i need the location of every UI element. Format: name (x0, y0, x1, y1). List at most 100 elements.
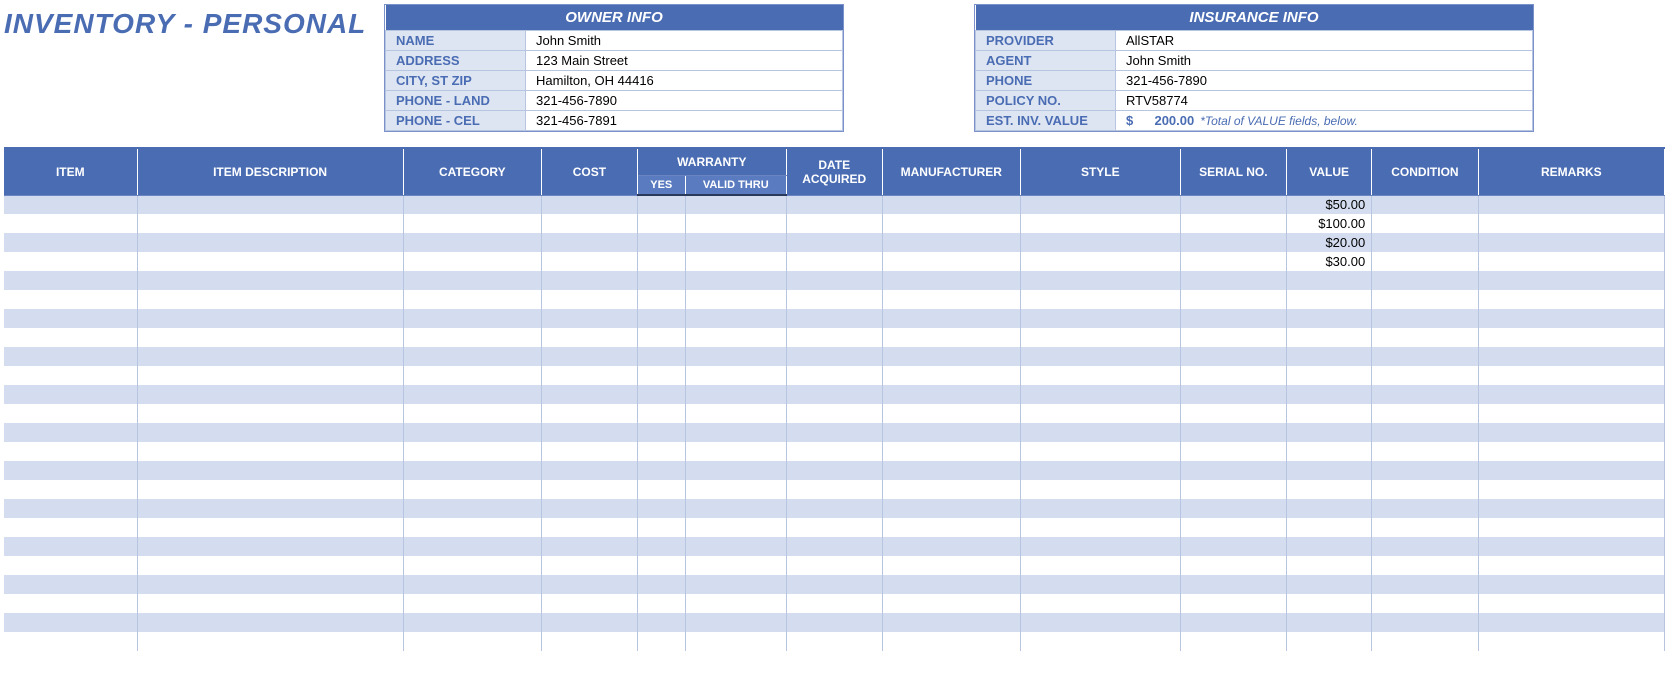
cell-mfr[interactable] (882, 233, 1020, 252)
table-row[interactable] (4, 385, 1665, 404)
cell-style[interactable] (1020, 537, 1180, 556)
cell-mfr[interactable] (882, 195, 1020, 214)
cell-cost[interactable] (542, 195, 638, 214)
cell-category[interactable] (403, 195, 541, 214)
cell-cond[interactable] (1372, 366, 1478, 385)
cell-item_desc[interactable] (137, 613, 403, 632)
cell-wt[interactable] (685, 613, 786, 632)
cell-value[interactable] (1287, 499, 1372, 518)
cell-cond[interactable] (1372, 347, 1478, 366)
cell-item[interactable] (4, 404, 137, 423)
cell-mfr[interactable] (882, 575, 1020, 594)
cell-item[interactable] (4, 613, 137, 632)
cell-wt[interactable] (685, 518, 786, 537)
cell-item_desc[interactable] (137, 404, 403, 423)
cell-item[interactable] (4, 328, 137, 347)
cell-item_desc[interactable] (137, 537, 403, 556)
cell-date[interactable] (786, 214, 882, 233)
cell-remarks[interactable] (1478, 195, 1664, 214)
cell-cond[interactable] (1372, 423, 1478, 442)
cell-wy[interactable] (637, 499, 685, 518)
cell-cost[interactable] (542, 537, 638, 556)
cell-remarks[interactable] (1478, 518, 1664, 537)
cell-value[interactable] (1287, 632, 1372, 651)
cell-cost[interactable] (542, 480, 638, 499)
cell-style[interactable] (1020, 233, 1180, 252)
cell-style[interactable] (1020, 347, 1180, 366)
cell-item[interactable] (4, 556, 137, 575)
table-row[interactable] (4, 537, 1665, 556)
cell-wt[interactable] (685, 252, 786, 271)
cell-style[interactable] (1020, 404, 1180, 423)
cell-cost[interactable] (542, 556, 638, 575)
cell-style[interactable] (1020, 366, 1180, 385)
cell-wt[interactable] (685, 290, 786, 309)
cell-item[interactable] (4, 385, 137, 404)
cell-mfr[interactable] (882, 518, 1020, 537)
cell-item_desc[interactable] (137, 385, 403, 404)
cell-item[interactable] (4, 480, 137, 499)
cell-cond[interactable] (1372, 442, 1478, 461)
cell-serial[interactable] (1180, 252, 1286, 271)
cell-item_desc[interactable] (137, 233, 403, 252)
cell-item[interactable] (4, 195, 137, 214)
cell-remarks[interactable] (1478, 385, 1664, 404)
cell-remarks[interactable] (1478, 252, 1664, 271)
cell-wy[interactable] (637, 233, 685, 252)
cell-remarks[interactable] (1478, 328, 1664, 347)
cell-cost[interactable] (542, 385, 638, 404)
cell-date[interactable] (786, 556, 882, 575)
cell-value[interactable] (1287, 518, 1372, 537)
cell-serial[interactable] (1180, 499, 1286, 518)
cell-wy[interactable] (637, 442, 685, 461)
cell-item[interactable] (4, 594, 137, 613)
cell-remarks[interactable] (1478, 214, 1664, 233)
cell-item[interactable] (4, 214, 137, 233)
cell-item_desc[interactable] (137, 195, 403, 214)
table-row[interactable] (4, 309, 1665, 328)
cell-cost[interactable] (542, 290, 638, 309)
cell-cost[interactable] (542, 518, 638, 537)
insurance-field-value[interactable]: 321-456-7890 (1116, 71, 1533, 91)
cell-wy[interactable] (637, 518, 685, 537)
table-row[interactable] (4, 480, 1665, 499)
cell-wt[interactable] (685, 556, 786, 575)
cell-wy[interactable] (637, 290, 685, 309)
cell-serial[interactable] (1180, 537, 1286, 556)
cell-wt[interactable] (685, 537, 786, 556)
cell-category[interactable] (403, 613, 541, 632)
cell-mfr[interactable] (882, 252, 1020, 271)
table-row[interactable]: $30.00 (4, 252, 1665, 271)
table-row[interactable] (4, 499, 1665, 518)
cell-serial[interactable] (1180, 271, 1286, 290)
cell-serial[interactable] (1180, 309, 1286, 328)
owner-field-value[interactable]: John Smith (526, 31, 843, 51)
table-row[interactable]: $100.00 (4, 214, 1665, 233)
cell-cost[interactable] (542, 233, 638, 252)
cell-item_desc[interactable] (137, 632, 403, 651)
cell-serial[interactable] (1180, 347, 1286, 366)
cell-value[interactable]: $50.00 (1287, 195, 1372, 214)
cell-value[interactable] (1287, 309, 1372, 328)
cell-wt[interactable] (685, 594, 786, 613)
cell-item_desc[interactable] (137, 442, 403, 461)
cell-serial[interactable] (1180, 233, 1286, 252)
cell-wy[interactable] (637, 594, 685, 613)
cell-remarks[interactable] (1478, 556, 1664, 575)
cell-style[interactable] (1020, 461, 1180, 480)
cell-cond[interactable] (1372, 214, 1478, 233)
cell-serial[interactable] (1180, 290, 1286, 309)
cell-wy[interactable] (637, 423, 685, 442)
cell-date[interactable] (786, 423, 882, 442)
table-row[interactable] (4, 328, 1665, 347)
cell-cost[interactable] (542, 632, 638, 651)
cell-serial[interactable] (1180, 556, 1286, 575)
cell-mfr[interactable] (882, 347, 1020, 366)
cell-style[interactable] (1020, 594, 1180, 613)
cell-mfr[interactable] (882, 271, 1020, 290)
cell-wy[interactable] (637, 632, 685, 651)
cell-serial[interactable] (1180, 632, 1286, 651)
cell-wy[interactable] (637, 328, 685, 347)
cell-cond[interactable] (1372, 537, 1478, 556)
cell-wy[interactable] (637, 537, 685, 556)
